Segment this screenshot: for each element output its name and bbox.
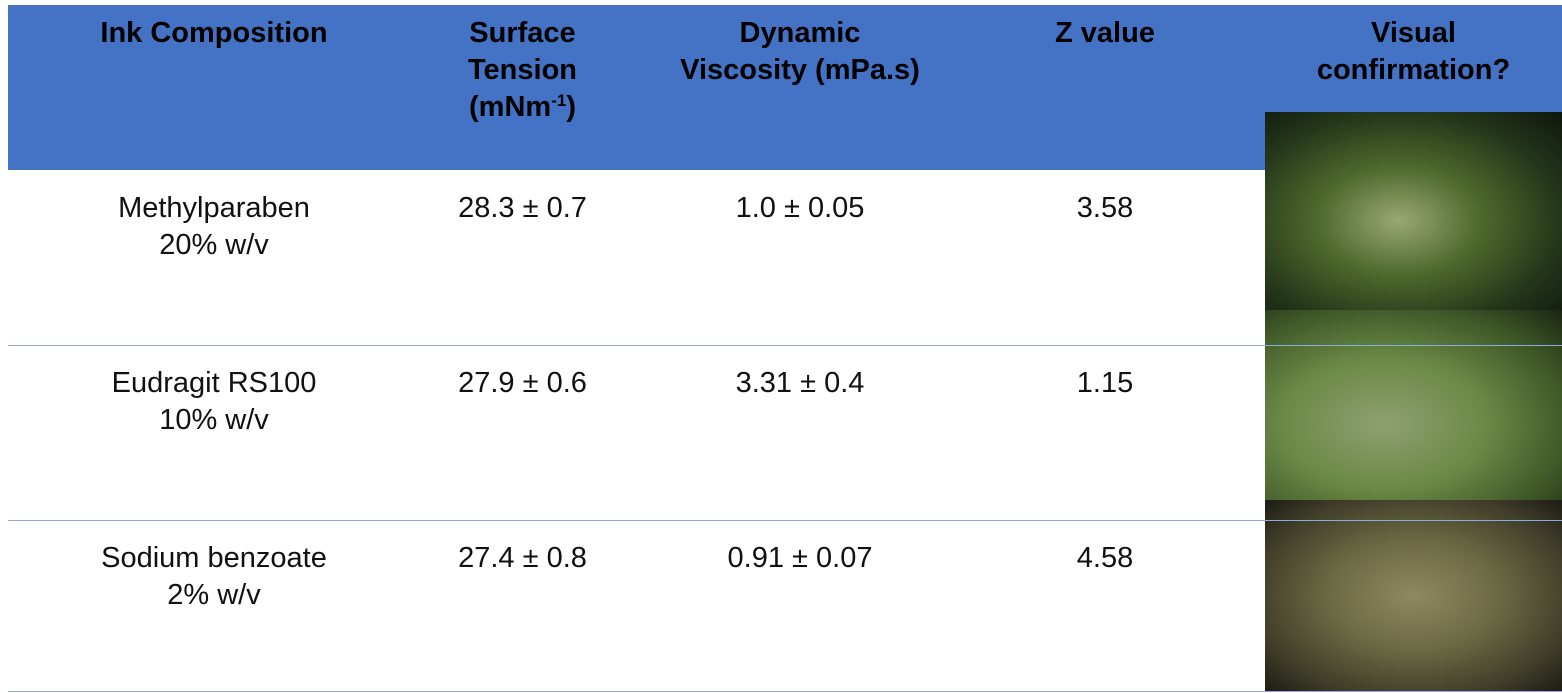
header-cell: Surface Tension (mNm-1): [420, 15, 625, 126]
table-row: Methylparaben 20% w/v 28.3 ± 0.7 1.0 ± 0.05…: [8, 170, 1562, 346]
table-row: Sodium benzoate 2% w/v 27.4 ± 0.8 0.91 ± 0.…: [8, 520, 1562, 692]
header-text: (mNm-1): [420, 89, 625, 126]
cell-text: Methylparaben: [118, 192, 310, 224]
header-text: Viscosity (mPa.s): [680, 54, 920, 86]
table-cell: 3.58: [1076, 192, 1134, 224]
table-cell: 27.4 ± 0.8: [458, 542, 587, 574]
table-cell: 1.15: [1076, 367, 1134, 399]
header-cell: Z value: [975, 15, 1235, 52]
table-cell: 0.91 ± 0.07: [727, 542, 873, 574]
table-cell: 28.3 ± 0.7: [458, 192, 587, 224]
micrograph: [1265, 112, 1562, 310]
header-text: Surface: [469, 17, 576, 49]
table-row: Eudragit RS100 10% w/v 27.9 ± 0.6 3.31 ± 0.…: [8, 345, 1562, 521]
table: Ink Composition Surface Tension (mNm-1) Dyna…: [8, 5, 1562, 692]
table-cell: Methylparaben 20% w/v: [8, 190, 420, 264]
cell-text: 2% w/v: [167, 579, 261, 611]
header-text: Visual: [1371, 17, 1456, 49]
micrograph: [1265, 310, 1562, 500]
cell-text: Eudragit RS100: [111, 367, 317, 399]
table-cell: 3.31 ± 0.4: [735, 367, 865, 399]
header-text: Dynamic: [739, 17, 861, 49]
header-cell: Visual confirmation?: [1265, 15, 1562, 89]
table-cell: 4.58: [1076, 542, 1134, 574]
header-text: confirmation?: [1316, 54, 1511, 86]
header-cell: Dynamic Viscosity (mPa.s): [625, 15, 975, 89]
header-text: Z value: [1055, 17, 1155, 49]
micrograph: [1265, 500, 1562, 691]
table-cell: Sodium benzoate 2% w/v: [8, 540, 420, 614]
header-cell: Ink Composition: [8, 15, 420, 52]
header-text: Tension: [467, 54, 578, 86]
header-text: (mNm: [469, 91, 552, 123]
cell-text: 20% w/v: [159, 229, 269, 261]
header-text: Ink Composition: [100, 17, 328, 49]
table-cell: 1.0 ± 0.05: [735, 192, 865, 224]
table-cell: 27.9 ± 0.6: [458, 367, 587, 399]
cell-text: 10% w/v: [159, 404, 269, 436]
table-cell: Eudragit RS100 10% w/v: [8, 365, 420, 439]
superscript: -1: [551, 91, 567, 110]
cell-text: Sodium benzoate: [101, 542, 327, 574]
header-text: ): [566, 91, 576, 123]
